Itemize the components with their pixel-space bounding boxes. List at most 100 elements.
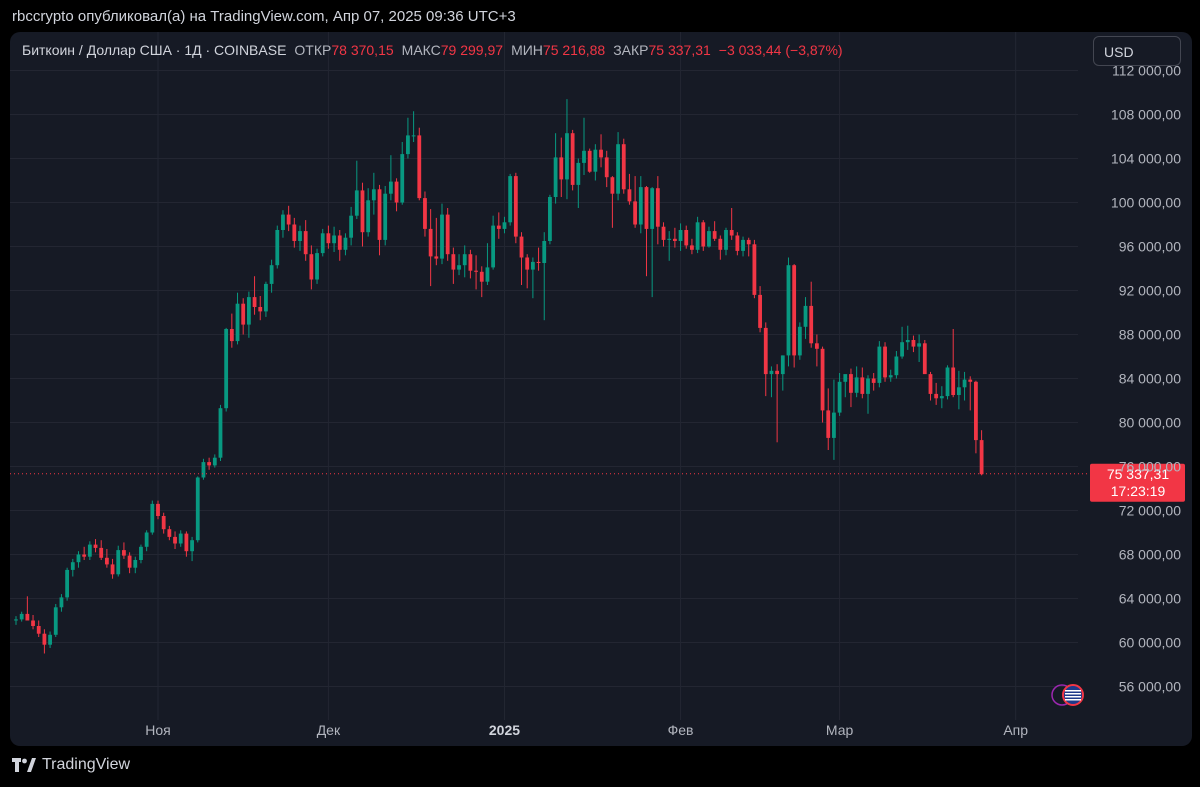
candle bbox=[803, 297, 808, 339]
candle bbox=[156, 500, 160, 520]
y-tick-label: 76 000,00 bbox=[1119, 459, 1181, 475]
candle-body bbox=[735, 235, 740, 251]
candle bbox=[14, 616, 18, 625]
candle-body bbox=[860, 377, 865, 394]
y-tick-label: 112 000,00 bbox=[1112, 63, 1181, 79]
tradingview-brand: TradingView bbox=[42, 756, 131, 773]
candle bbox=[508, 173, 513, 226]
candle bbox=[638, 176, 643, 234]
currency-button[interactable]: USD bbox=[1093, 36, 1181, 66]
candle-body bbox=[150, 503, 155, 533]
candle bbox=[610, 176, 615, 228]
flag-stripe bbox=[1065, 693, 1081, 695]
candle-body bbox=[25, 613, 30, 621]
candle bbox=[729, 208, 734, 240]
candle bbox=[530, 257, 535, 299]
y-tick-label: 96 000,00 bbox=[1119, 239, 1181, 255]
candle bbox=[383, 186, 388, 246]
candle-body bbox=[974, 381, 978, 441]
candle bbox=[502, 216, 507, 234]
candle bbox=[468, 249, 473, 279]
candle-body bbox=[264, 283, 268, 312]
candle bbox=[780, 355, 785, 391]
candle bbox=[246, 291, 251, 338]
candle bbox=[178, 530, 183, 547]
candle-body bbox=[315, 253, 319, 280]
chart-panel[interactable]: 75 337,31 17:23:19 56 000,00 60 000,00 64 0… bbox=[10, 32, 1192, 746]
candle-body bbox=[536, 261, 541, 263]
candle bbox=[59, 594, 64, 612]
candle-body bbox=[530, 261, 535, 270]
candle bbox=[849, 368, 853, 408]
candle-body bbox=[780, 355, 785, 375]
candle-body bbox=[741, 239, 745, 251]
candle bbox=[400, 142, 405, 205]
flag-stripe bbox=[1065, 699, 1081, 701]
candle-body bbox=[508, 176, 513, 223]
candle bbox=[184, 531, 189, 557]
candle bbox=[559, 137, 564, 197]
candle bbox=[258, 296, 263, 321]
candle-body bbox=[621, 144, 626, 190]
candle bbox=[70, 558, 75, 577]
candle bbox=[99, 540, 104, 560]
candle-body bbox=[570, 133, 575, 185]
candle bbox=[127, 552, 132, 574]
candle bbox=[525, 254, 530, 289]
candle-body bbox=[110, 564, 115, 575]
candle-body bbox=[309, 254, 314, 280]
candle bbox=[678, 223, 683, 251]
candle-body bbox=[565, 133, 569, 180]
candle bbox=[712, 221, 717, 241]
candle bbox=[195, 476, 200, 543]
candle-body bbox=[655, 188, 660, 227]
candle bbox=[934, 382, 939, 405]
candle-body bbox=[411, 135, 416, 137]
candle-body bbox=[201, 462, 206, 478]
candle-body bbox=[394, 181, 399, 203]
candle bbox=[371, 172, 376, 215]
candle bbox=[763, 322, 768, 397]
candle bbox=[275, 225, 280, 269]
publish-caption: rbccrypto опубликовал(а) на TradingView.… bbox=[12, 8, 516, 25]
candle bbox=[582, 117, 586, 175]
candle bbox=[19, 611, 24, 622]
tradingview-logo[interactable]: TradingView bbox=[12, 756, 130, 774]
candle bbox=[292, 217, 297, 248]
candle-body bbox=[616, 144, 620, 194]
x-tick-label: 2025 bbox=[489, 722, 520, 738]
candle-body bbox=[769, 370, 774, 375]
candle-body bbox=[48, 634, 52, 645]
candle-body bbox=[951, 367, 956, 395]
x-tick-label: Фев bbox=[668, 722, 694, 738]
candle-body bbox=[820, 348, 825, 411]
candle bbox=[616, 132, 620, 201]
candle-body bbox=[133, 560, 138, 568]
candle-body bbox=[849, 374, 853, 393]
candle-body bbox=[19, 613, 24, 620]
y-tick-label: 60 000,00 bbox=[1119, 635, 1181, 651]
candle-body bbox=[797, 326, 802, 356]
candle-body bbox=[212, 457, 217, 466]
candle-body bbox=[326, 233, 331, 244]
candle-body bbox=[195, 477, 200, 541]
candle-body bbox=[707, 231, 711, 247]
candle bbox=[218, 404, 223, 461]
candle-body bbox=[968, 379, 973, 382]
candle-body bbox=[229, 329, 234, 342]
candle-body bbox=[59, 597, 64, 608]
candle bbox=[48, 631, 52, 648]
candle bbox=[122, 542, 126, 559]
candle-body bbox=[139, 546, 143, 560]
candle bbox=[820, 346, 825, 423]
candle-body bbox=[610, 177, 615, 194]
candle bbox=[87, 541, 92, 560]
x-axis: Ноя Дек 2025 Фев Мар Апр bbox=[145, 722, 1028, 738]
candle-body bbox=[70, 562, 75, 570]
candle-body bbox=[678, 230, 683, 241]
candle bbox=[513, 172, 518, 244]
candle-body bbox=[235, 303, 240, 342]
candle bbox=[888, 369, 893, 382]
candle-body bbox=[371, 189, 376, 201]
